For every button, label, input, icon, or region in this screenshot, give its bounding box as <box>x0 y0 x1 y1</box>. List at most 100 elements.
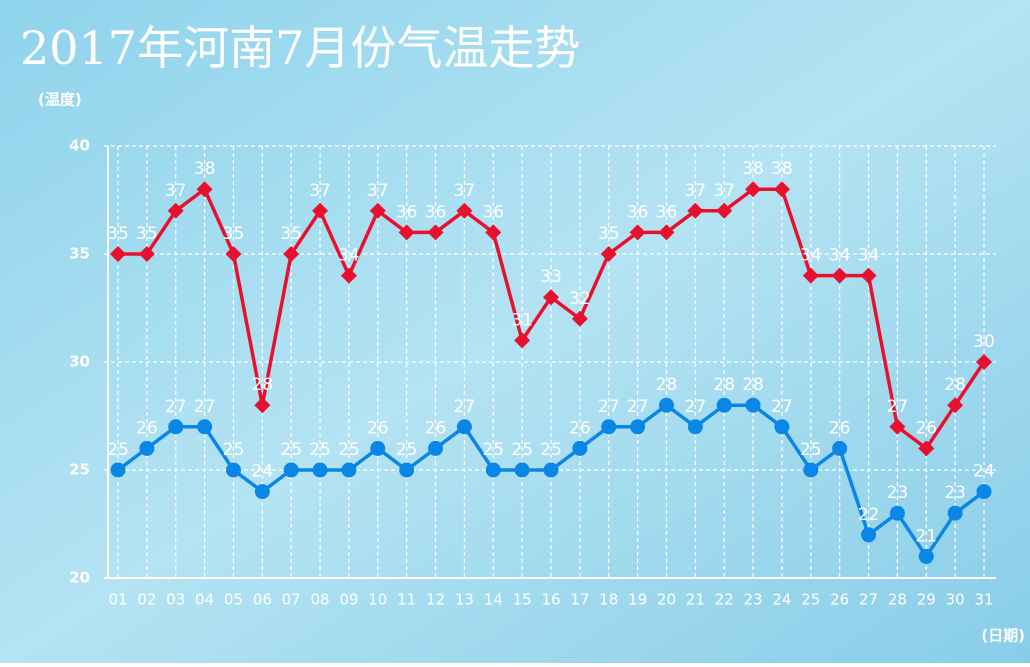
marker <box>773 181 790 198</box>
x-tick-label: 28 <box>888 591 907 609</box>
y-tick-label: 35 <box>69 245 90 263</box>
data-label: 25 <box>482 440 504 460</box>
marker <box>370 440 386 456</box>
data-label: 33 <box>540 267 562 287</box>
marker <box>340 267 357 284</box>
marker <box>110 246 126 262</box>
x-tick-label: 06 <box>253 591 272 609</box>
marker <box>976 354 992 370</box>
data-label: 34 <box>858 246 880 266</box>
data-label: 23 <box>944 483 966 503</box>
data-label: 38 <box>771 159 793 179</box>
x-tick-label: 01 <box>108 591 127 609</box>
x-tick-label: 27 <box>859 591 878 609</box>
x-tick-label: 09 <box>339 591 358 609</box>
marker <box>571 310 588 327</box>
data-label: 34 <box>338 246 360 266</box>
data-label: 26 <box>915 418 937 438</box>
data-label: 31 <box>511 310 533 330</box>
x-tick-label: 11 <box>397 591 416 609</box>
marker <box>312 462 328 478</box>
marker <box>514 462 530 478</box>
marker <box>774 419 790 435</box>
data-label: 27 <box>627 397 649 417</box>
y-tick-label: 25 <box>69 461 90 479</box>
data-label: 27 <box>194 397 216 417</box>
x-tick-label: 25 <box>801 591 820 609</box>
data-label: 25 <box>800 440 822 460</box>
data-label: 27 <box>165 397 187 417</box>
y-tick-label: 40 <box>69 137 90 155</box>
x-tick-label: 26 <box>830 591 849 609</box>
data-label: 35 <box>223 224 245 244</box>
x-tick-label: 03 <box>166 591 185 609</box>
marker <box>456 202 473 219</box>
marker <box>947 505 963 521</box>
marker <box>745 397 761 413</box>
data-label: 27 <box>598 397 620 417</box>
data-label: 25 <box>223 440 245 460</box>
marker <box>427 224 444 241</box>
marker <box>225 246 242 262</box>
data-label: 26 <box>136 418 158 438</box>
data-label: 38 <box>194 159 216 179</box>
data-label: 26 <box>425 418 447 438</box>
marker <box>543 289 559 306</box>
data-label: 30 <box>973 332 995 352</box>
chart-title: 2017年河南7月份气温走势 <box>20 21 580 75</box>
marker <box>831 267 848 284</box>
data-label: 25 <box>338 440 360 460</box>
data-label: 28 <box>713 375 735 395</box>
x-tick-label: 10 <box>368 591 387 609</box>
data-label: 35 <box>280 224 302 244</box>
marker <box>687 419 703 435</box>
data-label: 28 <box>656 375 678 395</box>
x-tick-label: 30 <box>946 591 965 609</box>
data-label: 25 <box>396 440 418 460</box>
data-label: 37 <box>165 181 187 201</box>
marker <box>889 418 906 435</box>
y-tick-label: 30 <box>69 353 90 371</box>
data-label: 28 <box>944 375 966 395</box>
marker <box>572 440 588 456</box>
marker <box>658 397 674 413</box>
marker <box>716 397 732 413</box>
data-label: 34 <box>829 246 851 266</box>
marker <box>658 224 675 241</box>
data-label: 28 <box>252 375 274 395</box>
y-tick-label: 20 <box>69 569 90 587</box>
marker <box>485 462 501 478</box>
data-label: 36 <box>425 202 447 222</box>
x-tick-label: 29 <box>917 591 936 609</box>
data-label: 27 <box>685 397 707 417</box>
marker <box>138 246 155 262</box>
marker <box>861 527 877 543</box>
x-tick-label: 22 <box>715 591 734 609</box>
x-tick-label: 24 <box>772 591 791 609</box>
marker <box>976 484 992 500</box>
data-label: 34 <box>800 246 822 266</box>
data-label: 25 <box>107 440 129 460</box>
data-label: 28 <box>742 375 764 395</box>
data-label: 36 <box>396 202 418 222</box>
data-label: 35 <box>136 224 158 244</box>
marker <box>889 505 905 521</box>
data-label: 35 <box>598 224 620 244</box>
marker <box>398 224 415 241</box>
data-label: 25 <box>309 440 331 460</box>
x-tick-label: 19 <box>628 591 647 609</box>
x-tick-label: 15 <box>513 591 532 609</box>
x-tick-label: 23 <box>744 591 763 609</box>
marker <box>312 202 329 219</box>
data-label: 37 <box>685 181 707 201</box>
data-label: 25 <box>540 440 562 460</box>
marker <box>918 440 935 457</box>
y-axis-label: (温度) <box>38 91 82 109</box>
data-label: 32 <box>569 289 591 309</box>
data-label: 38 <box>742 159 764 179</box>
x-tick-label: 13 <box>455 591 474 609</box>
data-label: 25 <box>511 440 533 460</box>
marker <box>283 246 300 262</box>
